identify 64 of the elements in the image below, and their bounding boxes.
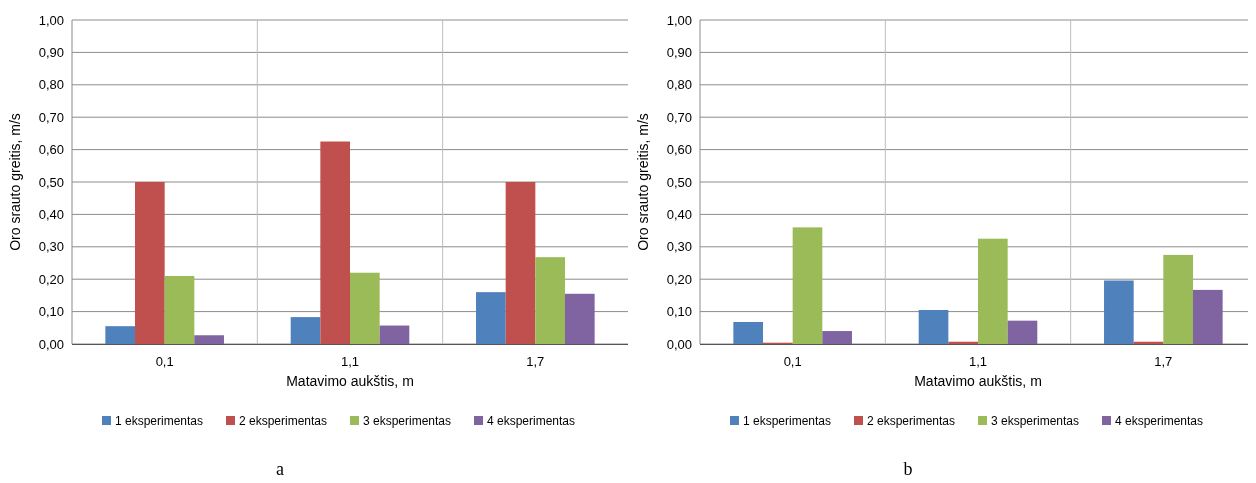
y-tick-label: 0,10	[38, 304, 64, 320]
legend-label: 4 eksperimentas	[1115, 414, 1204, 428]
y-tick-label: 0,20	[38, 271, 64, 287]
bar	[948, 341, 978, 344]
bar	[1163, 254, 1193, 344]
bar	[379, 325, 410, 344]
bar	[476, 292, 506, 344]
text: a	[276, 459, 284, 479]
y-tick-label: 0,70	[666, 109, 692, 125]
bar	[320, 141, 350, 344]
y-tick-label: 0,20	[666, 271, 692, 287]
y-tick-label: 0,50	[666, 174, 692, 190]
y-tick-label: 0,90	[666, 44, 692, 60]
legend-label: 2 eksperimentas	[239, 414, 328, 428]
bar	[792, 227, 823, 344]
y-tick-label: 0,80	[38, 77, 64, 93]
y-axis-title: Oro srauto greitis, m/s	[7, 113, 23, 251]
bar	[505, 182, 536, 344]
y-tick-label: 0,90	[38, 44, 64, 60]
bar	[350, 272, 380, 344]
x-tick-label: 1,7	[526, 354, 545, 369]
x-axis-title: Matavimo aukštis, m	[914, 373, 1042, 389]
bar	[1104, 280, 1134, 344]
text: b	[903, 459, 913, 479]
legend-label: 2 eksperimentas	[867, 414, 956, 428]
y-tick-label: 0,40	[666, 206, 692, 222]
legend-label: 3 eksperimentas	[363, 414, 452, 428]
y-tick-label: 0,40	[38, 206, 64, 222]
y-tick-label: 0,50	[38, 174, 64, 190]
bar	[194, 335, 224, 344]
y-tick-label: 0,30	[38, 239, 64, 255]
x-tick-label: 1,1	[968, 354, 988, 369]
y-tick-label: 0,60	[38, 142, 64, 158]
bar	[135, 182, 165, 344]
y-tick-label: 0,30	[666, 239, 692, 255]
legend-label: 1 eksperimentas	[743, 414, 832, 428]
x-tick-label: 1,1	[340, 354, 360, 369]
y-tick-label: 0,00	[38, 336, 64, 352]
bar	[564, 293, 595, 344]
y-tick-label: 0,10	[666, 304, 692, 320]
y-tick-label: 0,00	[666, 336, 692, 352]
y-tick-label: 0,70	[38, 109, 64, 125]
y-axis-title: Oro srauto greitis, m/s	[635, 113, 651, 251]
bar	[1007, 320, 1038, 344]
bar	[1192, 289, 1223, 344]
bar	[978, 238, 1008, 344]
legend-label: 3 eksperimentas	[991, 414, 1080, 428]
bar	[105, 326, 136, 344]
x-tick-label: 0,1	[155, 354, 174, 369]
legend-label: 1 eksperimentas	[115, 414, 204, 428]
x-tick-label: 0,1	[783, 354, 802, 369]
bar	[733, 321, 764, 344]
y-tick-label: 0,60	[666, 142, 692, 158]
bar	[822, 331, 852, 344]
y-tick-label: 0,80	[666, 77, 692, 93]
y-tick-label: 1,00	[38, 12, 64, 28]
y-tick-label: 1,00	[666, 12, 692, 28]
bar	[290, 317, 321, 344]
x-axis-title: Matavimo aukštis, m	[286, 373, 414, 389]
bar	[164, 275, 195, 344]
legend-label: 4 eksperimentas	[487, 414, 576, 428]
bar	[918, 309, 949, 344]
x-tick-label: 1,7	[1154, 354, 1173, 369]
bar	[535, 257, 565, 344]
